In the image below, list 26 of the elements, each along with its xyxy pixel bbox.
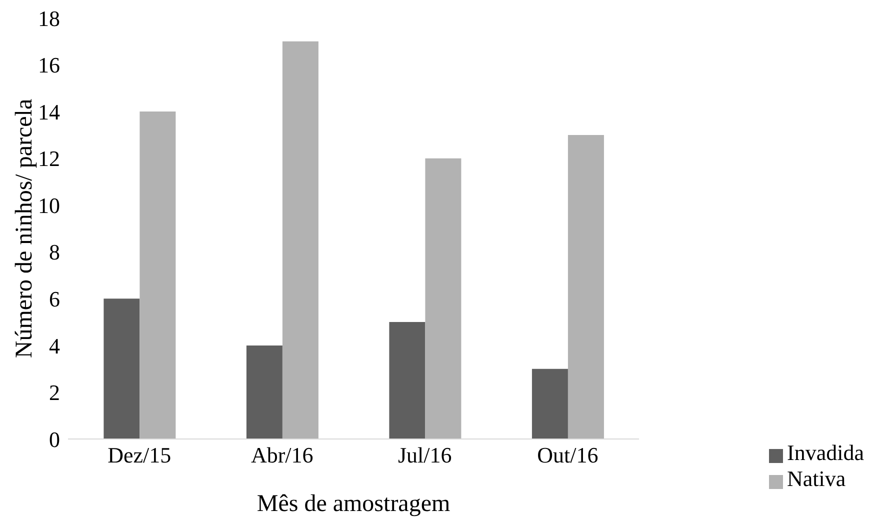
y-tick-label: 4 (49, 333, 60, 358)
y-tick-label: 14 (38, 99, 60, 124)
legend-label: Nativa (787, 466, 846, 491)
bar (389, 322, 426, 439)
bar (140, 112, 176, 439)
x-axis-title: Mês de amostragem (256, 491, 450, 518)
y-tick-label: 0 (49, 426, 60, 452)
y-tick-label: 18 (38, 6, 60, 31)
y-tick-label: 12 (38, 146, 60, 172)
y-tick-label: 8 (49, 240, 60, 265)
bar (282, 41, 318, 439)
bar (246, 345, 282, 439)
bar (532, 368, 568, 439)
x-tick-label: Abr/16 (250, 442, 314, 468)
legend-label: Invadida (787, 440, 864, 465)
y-axis-title: Número de ninhos/ parcela (12, 98, 38, 358)
bar (104, 298, 140, 439)
y-tick-label: 2 (49, 380, 60, 406)
y-tick-label: 6 (49, 286, 60, 312)
bar (425, 158, 462, 439)
x-tick-label: Dez/15 (108, 442, 172, 468)
x-tick-label: Out/16 (537, 442, 598, 468)
y-tick-label: 10 (38, 192, 60, 218)
bar (568, 134, 604, 439)
y-tick-label: 16 (38, 52, 60, 78)
x-tick-label: Jul/16 (398, 442, 452, 468)
